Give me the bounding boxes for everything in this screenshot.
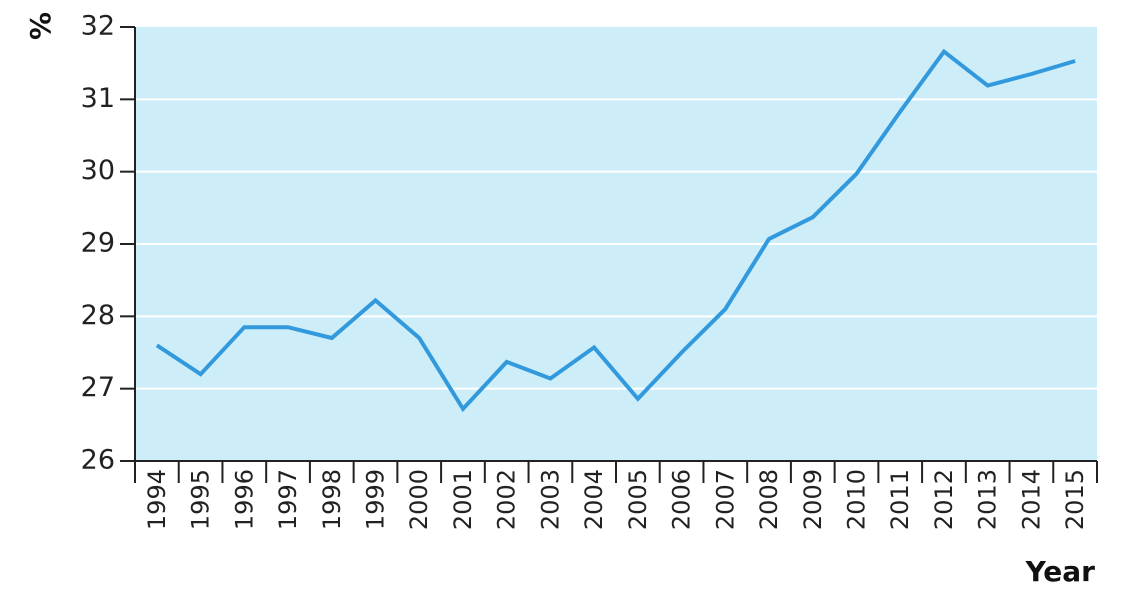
x-tick-label: 2015	[1061, 469, 1089, 530]
x-tick-label: 2008	[755, 469, 783, 530]
x-tick-label: 1997	[274, 469, 302, 530]
x-tick-label: 2010	[843, 469, 871, 530]
y-tick-label: 28	[81, 300, 115, 331]
x-tick-label: 1996	[230, 469, 258, 530]
x-axis: 1994 1995 1996 1997 1998 1999 2000 2001 2002 2003…	[134, 460, 1098, 530]
x-tick-label: 2014	[1017, 469, 1045, 530]
x-axis-title: Year	[1025, 555, 1096, 588]
x-tick-label: 2009	[799, 469, 827, 530]
y-axis: 26 27 28 29 30 31 32	[81, 11, 136, 476]
x-tick-label: 2005	[624, 469, 652, 530]
y-axis-title: %	[24, 12, 57, 40]
x-tick-label: 2006	[668, 469, 696, 530]
x-tick-label: 2012	[930, 469, 958, 530]
x-tick-label: 1998	[318, 469, 346, 530]
x-tick-label: 2004	[580, 469, 608, 530]
series-line	[155, 48, 1076, 413]
x-tick-label: 2000	[405, 469, 433, 530]
y-tick-label: 31	[81, 83, 115, 114]
data-series	[155, 48, 1076, 413]
x-tick-label: 2002	[493, 469, 521, 530]
y-tick-label: 26	[81, 445, 115, 476]
y-tick-label: 27	[81, 372, 115, 403]
y-tick-label: 29	[81, 228, 115, 259]
x-tick-label: 2011	[886, 469, 914, 530]
y-tick-label: 30	[81, 155, 115, 186]
x-tick-label: 1994	[143, 469, 171, 530]
x-tick-label: 2007	[711, 469, 739, 530]
y-tick-label: 32	[81, 11, 115, 42]
gridlines	[135, 98, 1097, 390]
x-tick-label: 1995	[187, 469, 215, 530]
x-tick-label: 2001	[449, 469, 477, 530]
x-tick-label: 1999	[362, 469, 390, 530]
x-tick-label: 2003	[536, 469, 564, 530]
x-tick-label: 2013	[974, 469, 1002, 530]
